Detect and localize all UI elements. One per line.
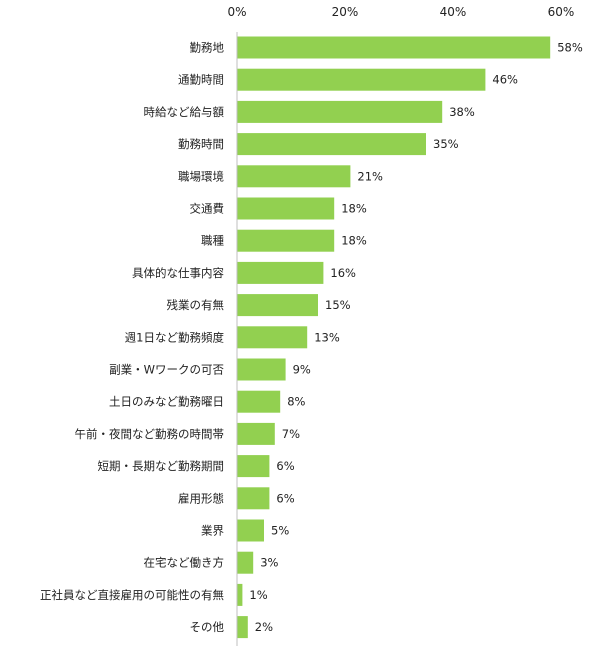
category-label: 土日のみなど勤務曜日 [109,395,224,409]
data-label: 8% [287,395,305,409]
bar [237,100,443,123]
category-label: 職場環境 [178,169,224,183]
data-label: 2% [255,620,273,634]
category-labels: 勤務地通勤時間時給など給与額勤務時間職場環境交通費職種具体的な仕事内容残業の有無… [40,41,224,635]
data-label: 7% [282,427,300,441]
x-tick-label: 40% [440,5,467,19]
bar [237,261,324,284]
category-label: その他 [190,620,225,634]
bar [237,616,248,639]
bar [237,197,335,220]
bar [237,358,286,381]
data-label: 35% [433,137,459,151]
data-label: 13% [314,330,340,344]
x-tick-label: 60% [548,5,575,19]
data-label: 1% [249,588,267,602]
data-label: 3% [260,556,278,570]
bar [237,294,318,317]
category-label: 職種 [201,234,224,248]
bar [237,326,308,349]
category-label: 雇用形態 [178,491,224,505]
bar [237,165,351,188]
category-label: 残業の有無 [167,298,225,312]
category-label: 正社員など直接雇用の可能性の有無 [40,588,224,602]
category-label: 午前・夜間など勤務の時間帯 [75,427,225,441]
x-axis-ticks: 0% 20% 40% 60% [227,5,574,19]
category-label: 在宅など働き方 [144,556,225,570]
category-label: 週1日など勤務頻度 [125,330,225,344]
data-label: 16% [330,266,356,280]
data-labels: 58% 46% 38% 35% 21% 18% 18% 16% 15% 13% 9% 8% 7% 6% 6%… [249,41,582,635]
data-label: 5% [271,524,289,538]
bar [237,455,270,478]
bars [237,36,551,639]
bar [237,390,281,413]
data-label: 21% [357,169,383,183]
category-label: 業界 [201,524,224,538]
category-label: 勤務地 [190,41,225,55]
data-label: 38% [449,105,475,119]
x-tick-label: 0% [227,5,246,19]
data-label: 15% [325,298,351,312]
x-tick-label: 20% [332,5,359,19]
bar [237,422,275,445]
data-label: 6% [276,491,294,505]
bar [237,551,254,574]
bar [237,583,243,606]
bar [237,519,264,542]
category-label: 副業・Wワークの可否 [109,363,224,377]
data-label: 9% [293,363,311,377]
category-label: 具体的な仕事内容 [132,266,224,280]
data-label: 58% [557,41,583,55]
bar [237,133,426,156]
bar [237,68,486,91]
category-label: 短期・長期など勤務期間 [98,459,225,473]
bar [237,229,335,252]
data-label: 18% [341,234,367,248]
data-label: 46% [492,73,518,87]
category-label: 通勤時間 [178,73,224,87]
bar [237,487,270,510]
data-label: 18% [341,202,367,216]
bar [237,36,551,59]
data-label: 6% [276,459,294,473]
category-label: 時給など給与額 [144,105,225,119]
category-label: 交通費 [190,202,225,216]
category-label: 勤務時間 [178,137,224,151]
